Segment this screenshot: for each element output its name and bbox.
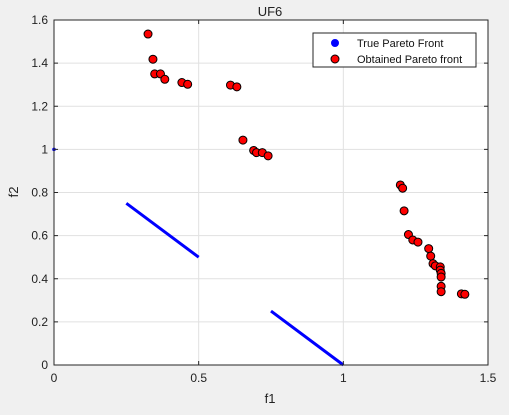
- true-pareto-front-segment: [270, 309, 345, 367]
- y-tick-label: 0: [41, 358, 48, 372]
- true-pareto-front-segment: [125, 202, 200, 259]
- legend-label-obtained-pareto-front: Obtained Pareto front: [357, 54, 462, 66]
- obtained-pareto-point: [424, 244, 434, 254]
- obtained-pareto-point: [263, 151, 273, 161]
- obtained-pareto-point: [143, 29, 153, 39]
- obtained-pareto-point: [398, 183, 408, 193]
- series-layer: [52, 29, 470, 367]
- obtained-pareto-point: [160, 74, 170, 84]
- y-tick-label: 0.8: [31, 186, 48, 200]
- obtained-pareto-point: [183, 79, 193, 89]
- x-tick-label: 1.5: [480, 371, 497, 385]
- obtained-pareto-point: [399, 206, 409, 216]
- legend-label-true-pareto-front: True Pareto Front: [357, 38, 443, 50]
- y-tick-label: 1: [41, 142, 48, 156]
- grid-layer: [54, 20, 488, 365]
- obtained-pareto-point: [426, 251, 436, 261]
- legend-box: [312, 32, 477, 68]
- y-tick-label: 0.4: [31, 272, 48, 286]
- y-tick-label: 1.6: [31, 13, 48, 27]
- obtained-pareto-point: [436, 287, 446, 297]
- x-axis-label: f1: [265, 391, 276, 406]
- obtained-pareto-point: [238, 135, 248, 145]
- y-tick-label: 1.2: [31, 99, 48, 113]
- axes-layer: 0 0.5 1 1.5 0 0.2 0.4 0.6 0.8 1 1.2 1.4 1.6: [31, 13, 496, 385]
- obtained-pareto-point: [148, 54, 158, 64]
- obtained-pareto-point: [413, 237, 423, 247]
- legend-marker-true-pareto-front: [331, 39, 339, 47]
- y-tick-label: 1.4: [31, 56, 48, 70]
- y-axis-label: f2: [6, 187, 21, 198]
- y-tick-label: 0.2: [31, 315, 48, 329]
- x-tick-label: 1: [340, 371, 347, 385]
- legend: True Pareto Front Obtained Pareto front: [312, 32, 477, 68]
- obtained-pareto-point: [232, 82, 242, 92]
- y-tick-label: 0.6: [31, 229, 48, 243]
- x-tick-label: 0: [51, 371, 58, 385]
- x-tick-label: 0.5: [190, 371, 207, 385]
- legend-marker-obtained-pareto-front: [330, 54, 340, 64]
- chart-title: UF6: [258, 4, 283, 19]
- obtained-pareto-point: [460, 289, 470, 299]
- obtained-pareto-point: [436, 272, 446, 282]
